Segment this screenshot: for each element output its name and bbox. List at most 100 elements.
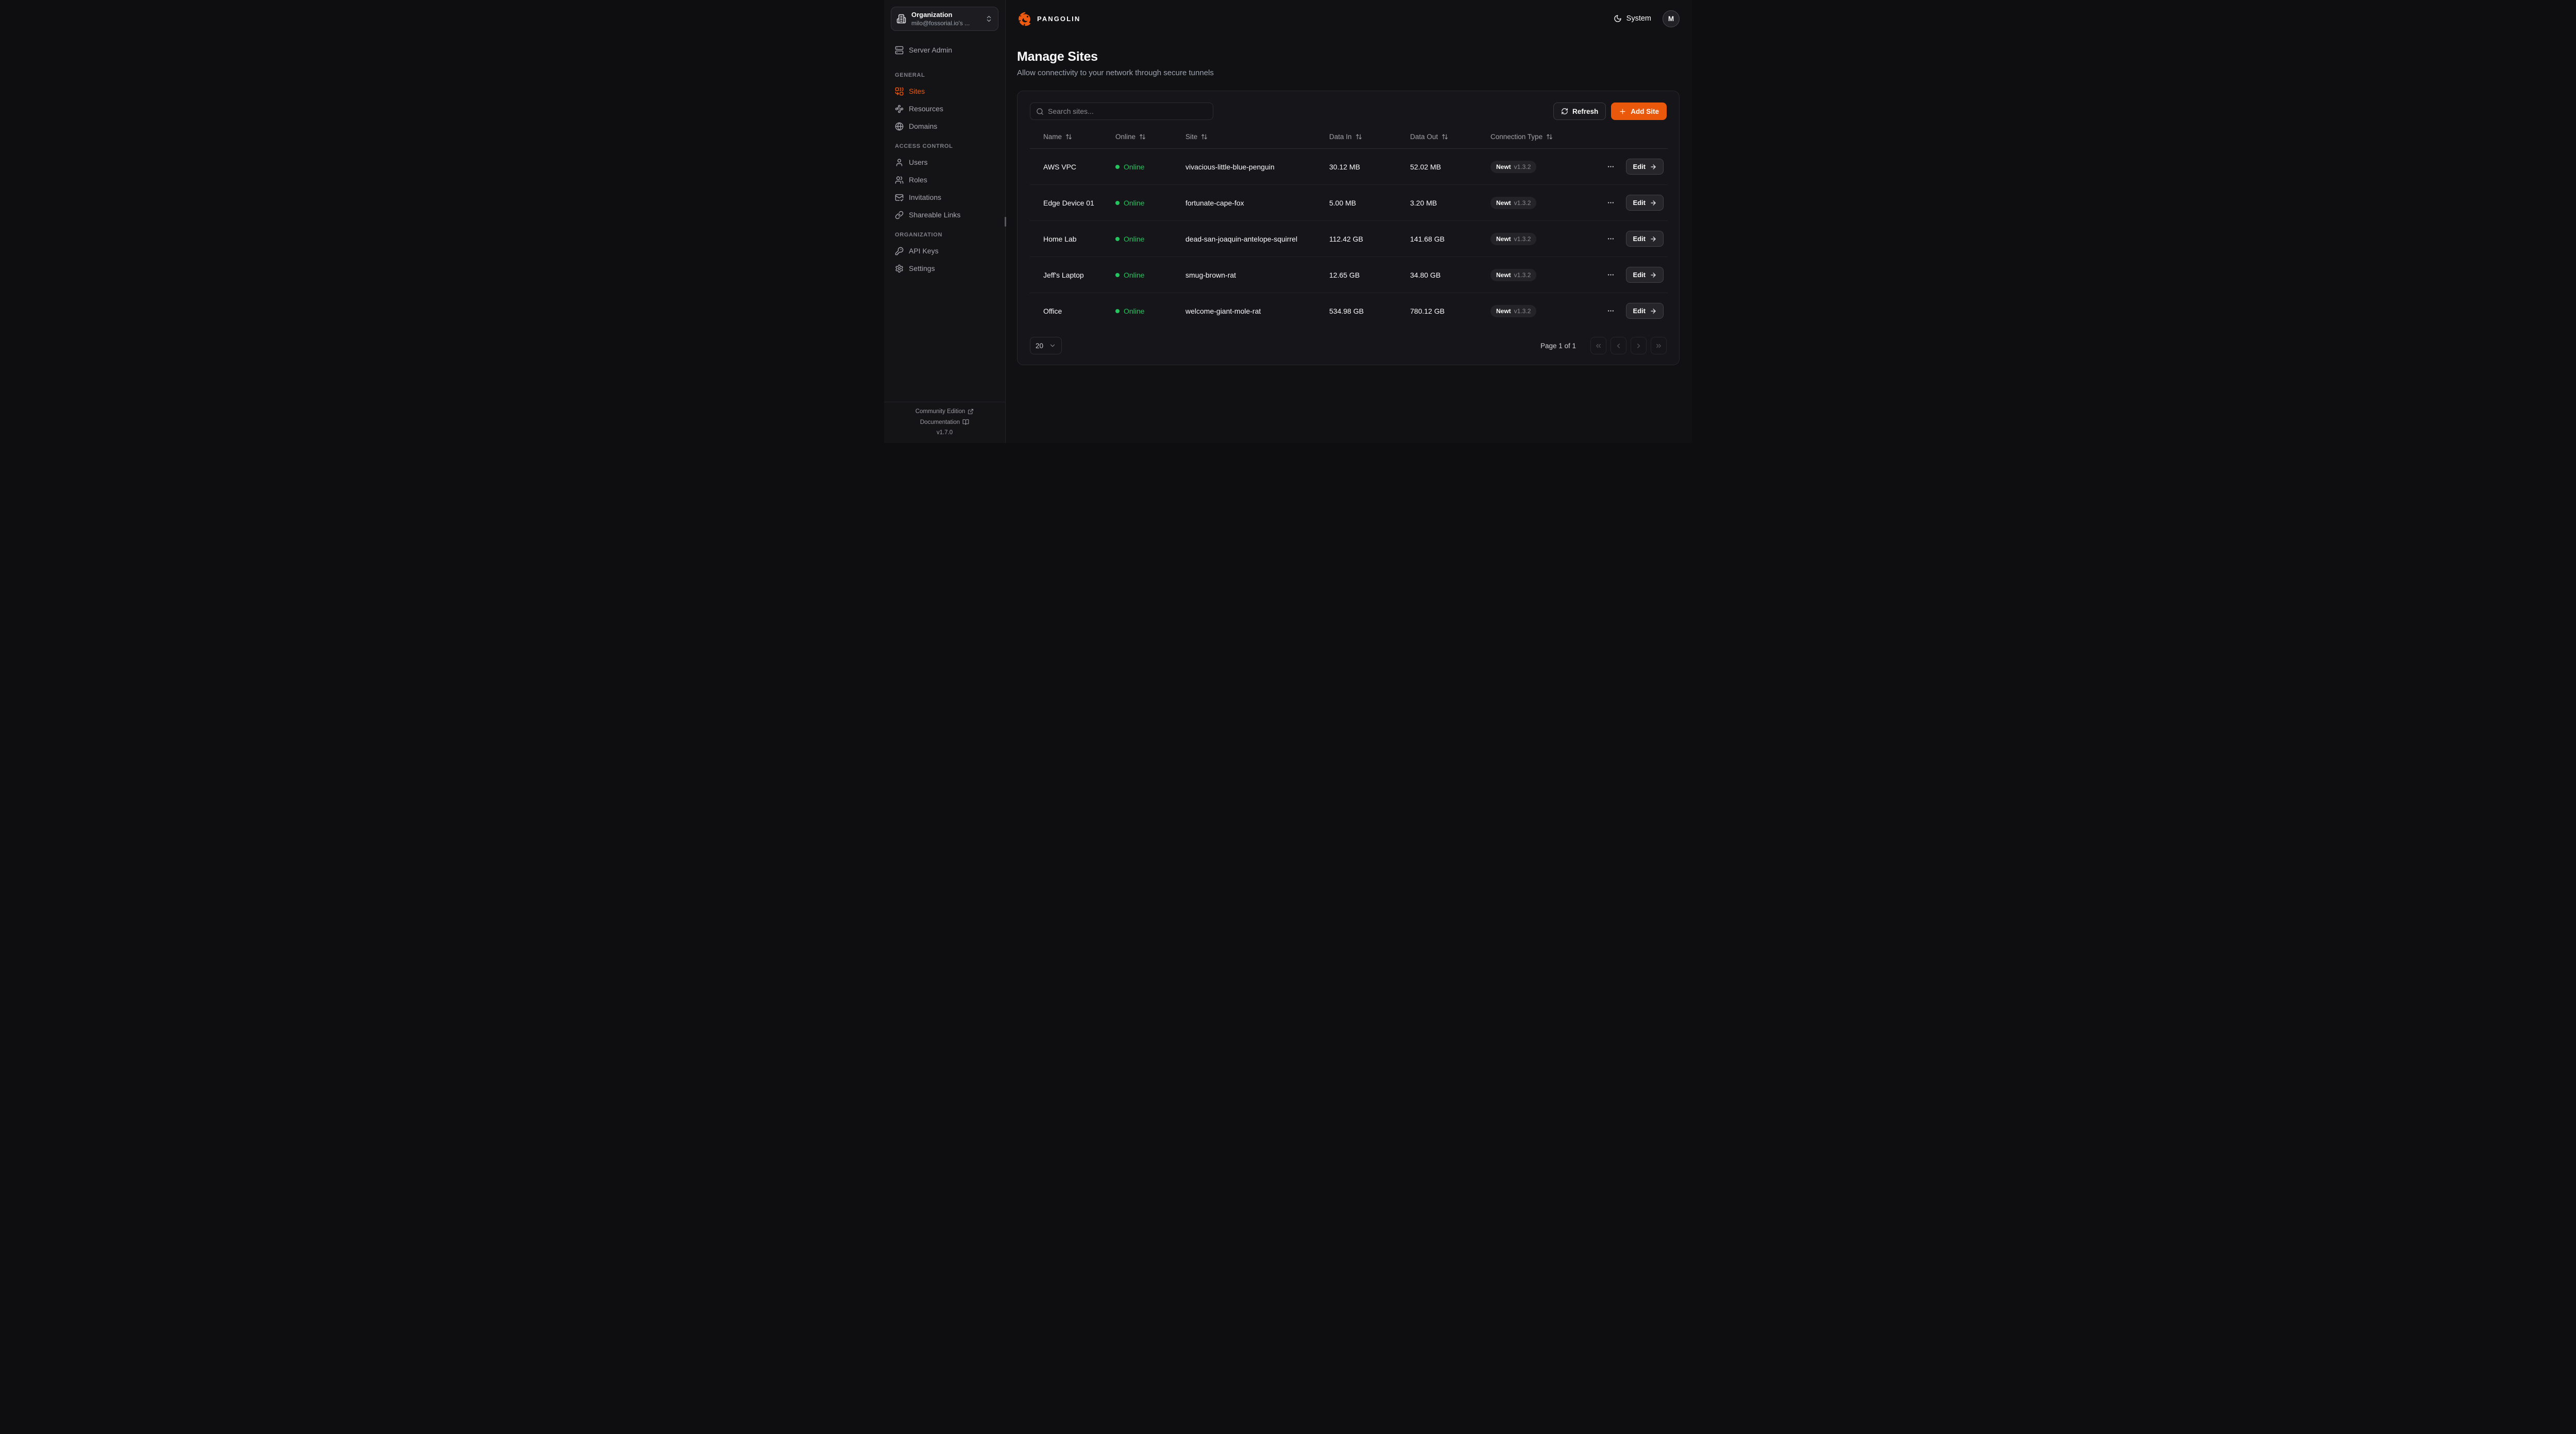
page-size-select[interactable]: 20 <box>1030 337 1062 354</box>
row-actions: Edit <box>1589 231 1664 247</box>
connection-type-badge: Newt v1.3.2 <box>1490 304 1537 317</box>
connection-type-badge: Newt v1.3.2 <box>1490 232 1537 245</box>
refresh-button[interactable]: Refresh <box>1553 103 1606 120</box>
sites-card: Refresh Add Site N <box>1017 91 1680 365</box>
theme-toggle-button[interactable]: System <box>1614 14 1651 23</box>
sort-data-out[interactable]: Data Out <box>1410 133 1448 141</box>
community-edition-link[interactable]: Community Edition <box>889 408 1000 415</box>
org-text: Organization milo@fossorial.io's ... <box>911 11 980 27</box>
sidebar-nav: Server Admin GENERAL Sites Resources Do <box>884 31 1005 276</box>
waypoints-icon <box>895 105 904 113</box>
ellipsis-icon <box>1607 307 1615 315</box>
sidebar-item-domains[interactable]: Domains <box>891 118 998 134</box>
edit-button[interactable]: Edit <box>1626 159 1664 175</box>
sidebar-item-label: Sites <box>909 87 925 95</box>
sidebar-resize-handle[interactable] <box>1005 217 1006 227</box>
row-menu-button[interactable] <box>1605 305 1617 317</box>
row-menu-button[interactable] <box>1605 197 1617 209</box>
cell-site: vivacious-little-blue-penguin <box>1185 162 1275 171</box>
sidebar-item-invitations[interactable]: Invitations <box>891 190 998 205</box>
combine-icon <box>895 87 904 96</box>
toolbar-actions: Refresh Add Site <box>1553 103 1667 120</box>
sidebar-item-shareable-links[interactable]: Shareable Links <box>891 207 998 223</box>
chevron-left-icon <box>1615 342 1622 350</box>
sidebar-item-resources[interactable]: Resources <box>891 101 998 116</box>
arrow-right-icon <box>1650 235 1657 243</box>
sidebar-item-roles[interactable]: Roles <box>891 172 998 187</box>
sort-name[interactable]: Name <box>1043 133 1072 141</box>
edit-button[interactable]: Edit <box>1626 303 1664 319</box>
sidebar-item-users[interactable]: Users <box>891 155 998 170</box>
cell-data-in: 12.65 GB <box>1325 257 1406 293</box>
next-page-button[interactable] <box>1631 337 1647 354</box>
chevrons-up-down-icon <box>985 15 993 23</box>
sidebar-item-label: API Keys <box>909 247 939 255</box>
top-bar-right: System M <box>1614 10 1680 27</box>
sidebar-item-label: Server Admin <box>909 46 953 54</box>
sidebar-item-label: Users <box>909 158 928 166</box>
row-menu-button[interactable] <box>1605 233 1617 245</box>
ellipsis-icon <box>1607 163 1615 170</box>
cell-site: dead-san-joaquin-antelope-squirrel <box>1181 220 1325 257</box>
search-box <box>1030 103 1213 120</box>
search-icon <box>1036 108 1044 115</box>
online-dot-icon <box>1115 309 1120 313</box>
sort-data-in[interactable]: Data In <box>1329 133 1362 141</box>
sidebar-item-settings[interactable]: Settings <box>891 261 998 276</box>
cell-data-out: 52.02 MB <box>1410 162 1441 171</box>
cell-data-in: 534.98 GB <box>1325 293 1406 329</box>
page-title: Manage Sites <box>1017 49 1098 64</box>
documentation-link[interactable]: Documentation <box>889 419 1000 425</box>
ellipsis-icon <box>1607 271 1615 279</box>
col-header-data-in: Data In <box>1325 125 1406 149</box>
prev-page-button[interactable] <box>1611 337 1626 354</box>
cell-name: Jeff's Laptop <box>1030 257 1111 293</box>
col-header-online: Online <box>1111 125 1181 149</box>
cell-data-out: 141.68 GB <box>1406 220 1486 257</box>
users-icon <box>895 176 904 184</box>
row-menu-button[interactable] <box>1605 269 1617 281</box>
refresh-icon <box>1561 108 1568 115</box>
table-toolbar: Refresh Add Site <box>1030 103 1667 120</box>
sidebar-item-server-admin[interactable]: Server Admin <box>891 42 998 58</box>
cell-data-out: 3.20 MB <box>1406 184 1486 221</box>
app-version: v1.7.0 <box>936 430 953 436</box>
cell-data-in: 5.00 MB <box>1325 184 1406 221</box>
pangolin-logo-icon <box>1017 11 1033 27</box>
row-menu-button[interactable] <box>1605 161 1617 173</box>
search-input[interactable] <box>1048 107 1207 115</box>
brand: PANGOLIN <box>1017 11 1080 27</box>
online-dot-icon <box>1115 273 1120 277</box>
sort-arrows-icon <box>1355 133 1362 140</box>
page-head: Manage Sites Allow connectivity to your … <box>1017 49 1680 77</box>
sidebar: Organization milo@fossorial.io's ... Ser… <box>884 0 1006 443</box>
sort-online[interactable]: Online <box>1115 133 1146 141</box>
sort-arrows-icon <box>1201 133 1208 140</box>
sidebar-item-api-keys[interactable]: API Keys <box>891 243 998 259</box>
add-site-button[interactable]: Add Site <box>1611 103 1667 120</box>
ellipsis-icon <box>1607 235 1615 243</box>
first-page-button[interactable] <box>1590 337 1606 354</box>
brand-name: PANGOLIN <box>1037 14 1081 23</box>
status-badge: Online <box>1115 163 1144 171</box>
avatar[interactable]: M <box>1663 10 1680 27</box>
last-page-button[interactable] <box>1651 337 1667 354</box>
row-actions: Edit <box>1589 303 1664 319</box>
sort-site[interactable]: Site <box>1185 133 1208 141</box>
cell-name: AWS VPC <box>1043 162 1077 171</box>
sort-connection-type[interactable]: Connection Type <box>1490 133 1553 141</box>
edit-button[interactable]: Edit <box>1626 231 1664 247</box>
table-row: Edge Device 01 Online fortunate-cape-fox… <box>1030 184 1668 221</box>
building-icon <box>896 14 906 24</box>
edit-button[interactable]: Edit <box>1626 267 1664 283</box>
edit-button[interactable]: Edit <box>1626 195 1664 211</box>
table-row: Jeff's Laptop Online smug-brown-rat 12.6… <box>1030 257 1668 293</box>
sidebar-item-sites[interactable]: Sites <box>891 83 998 99</box>
cell-site: smug-brown-rat <box>1181 257 1325 293</box>
arrow-right-icon <box>1650 199 1657 207</box>
col-header-name: Name <box>1030 125 1111 149</box>
sidebar-item-label: Invitations <box>909 193 942 201</box>
page-info: Page 1 of 1 <box>1540 342 1576 350</box>
refresh-label: Refresh <box>1572 107 1599 115</box>
org-selector[interactable]: Organization milo@fossorial.io's ... <box>891 7 998 31</box>
